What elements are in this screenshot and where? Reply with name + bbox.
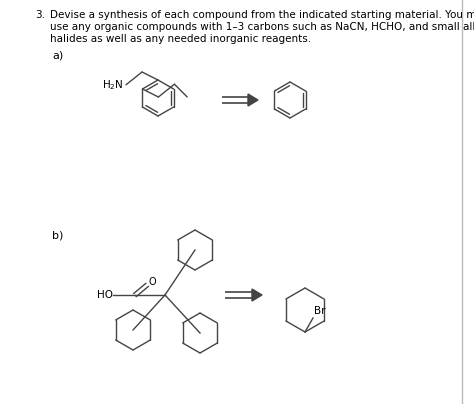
Polygon shape — [252, 289, 262, 301]
Text: Br: Br — [314, 306, 326, 316]
Text: O: O — [149, 277, 156, 287]
Text: 3.: 3. — [35, 10, 45, 20]
Polygon shape — [248, 94, 258, 106]
Text: H$_2$N: H$_2$N — [102, 78, 124, 92]
Text: halides as well as any needed inorganic reagents.: halides as well as any needed inorganic … — [50, 34, 311, 44]
Text: HO: HO — [97, 290, 113, 300]
Text: b): b) — [52, 230, 64, 240]
Text: a): a) — [52, 50, 63, 60]
Text: use any organic compounds with 1–3 carbons such as NaCN, HCHO, and small alkyl: use any organic compounds with 1–3 carbo… — [50, 22, 474, 32]
Text: Devise a synthesis of each compound from the indicated starting material. You ma: Devise a synthesis of each compound from… — [50, 10, 474, 20]
